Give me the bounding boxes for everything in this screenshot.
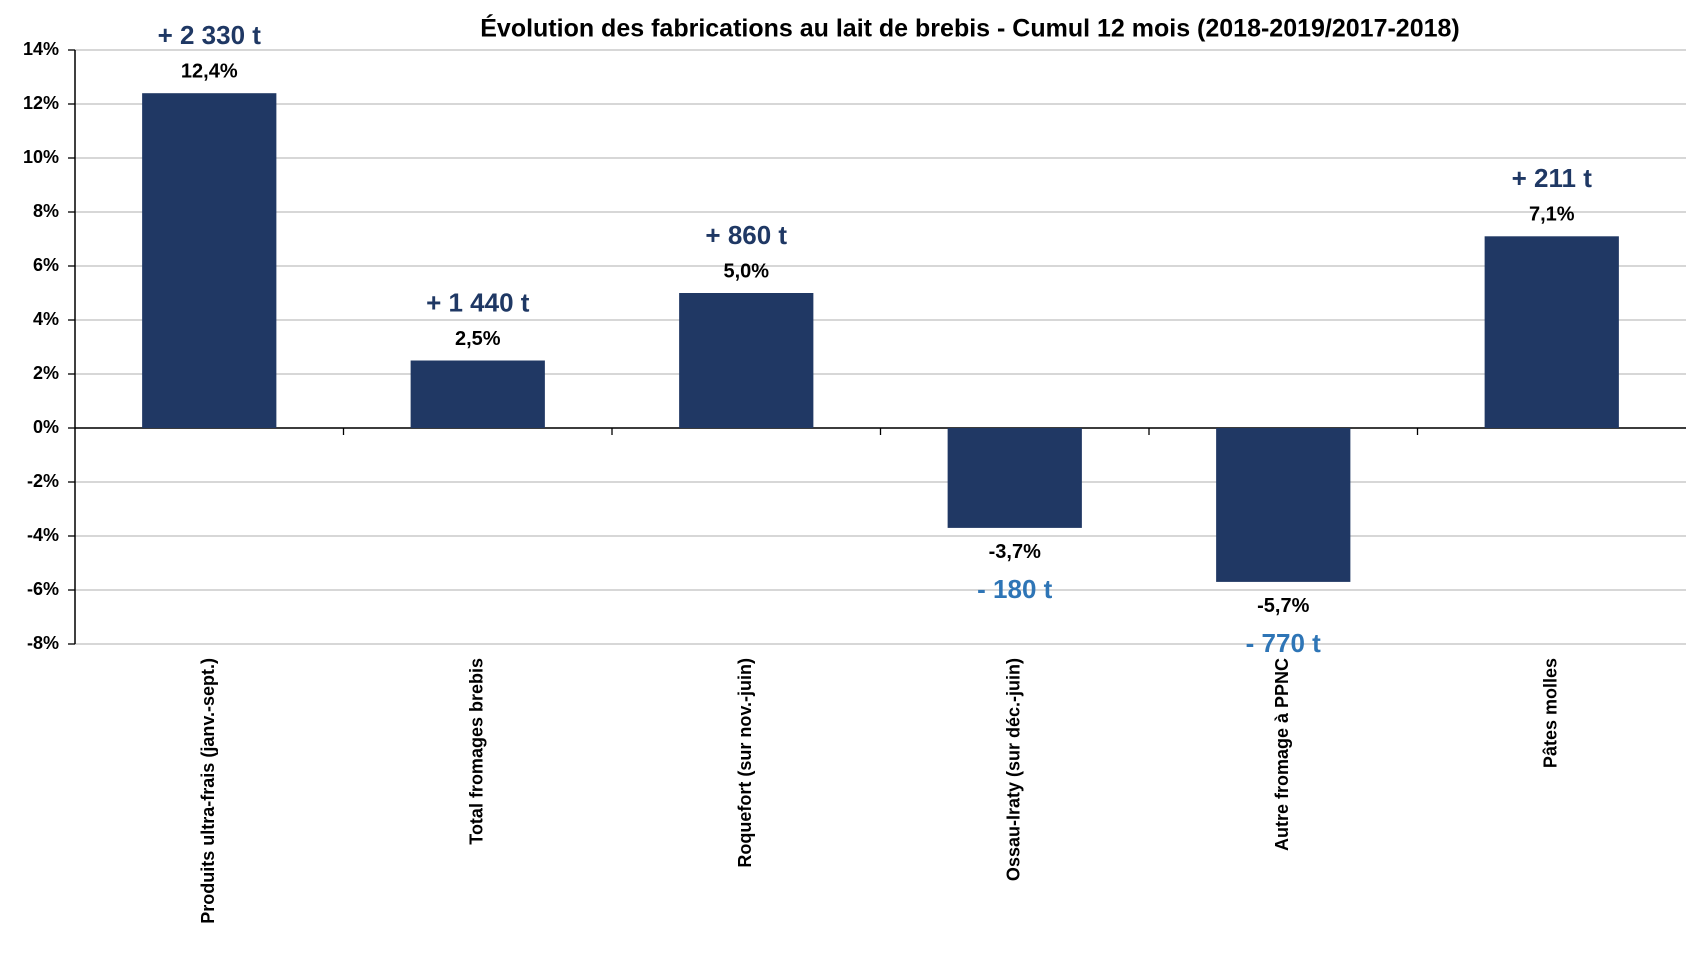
annotation: + 1 440 t [426, 287, 530, 317]
annotation: + 211 t [1512, 163, 1593, 193]
x-tick-label: Total fromages brebis [467, 658, 487, 845]
bar [1484, 236, 1619, 428]
annotation: + 2 330 t [158, 20, 262, 50]
value-label: 2,5% [455, 328, 501, 350]
x-tick-label: Autre fromage à PPNC [1272, 658, 1292, 851]
value-label: -3,7% [989, 541, 1041, 563]
bar [142, 93, 277, 428]
y-tick-label: 14% [23, 39, 59, 59]
bar [1216, 428, 1351, 582]
y-tick-label: -6% [27, 579, 59, 599]
bar [947, 428, 1082, 528]
x-tick-label: Roquefort (sur nov.-juin) [735, 658, 755, 868]
value-label: -5,7% [1257, 595, 1309, 617]
bar [410, 360, 545, 428]
y-tick-label: -2% [27, 471, 59, 491]
y-tick-label: 12% [23, 93, 59, 113]
bar [679, 293, 814, 428]
y-tick-label: -8% [27, 633, 59, 653]
annotation: + 860 t [705, 220, 787, 250]
x-tick-label: Pâtes molles [1541, 658, 1561, 768]
y-tick-label: 8% [33, 201, 59, 221]
x-tick-label: Ossau-Iraty (sur déc.-juin) [1004, 658, 1024, 881]
x-tick-label: Produits ultra-frais (janv.-sept.) [198, 658, 218, 924]
y-tick-label: -4% [27, 525, 59, 545]
y-tick-label: 0% [33, 417, 59, 437]
value-label: 7,1% [1529, 204, 1575, 226]
annotation: - 770 t [1246, 628, 1321, 658]
value-label: 5,0% [723, 260, 769, 282]
chart-title: Évolution des fabrications au lait de br… [480, 14, 1460, 43]
y-tick-label: 2% [33, 363, 59, 383]
value-label: 12,4% [181, 60, 238, 82]
y-tick-label: 4% [33, 309, 59, 329]
annotation: - 180 t [977, 574, 1052, 604]
y-tick-label: 10% [23, 147, 59, 167]
y-tick-label: 6% [33, 255, 59, 275]
